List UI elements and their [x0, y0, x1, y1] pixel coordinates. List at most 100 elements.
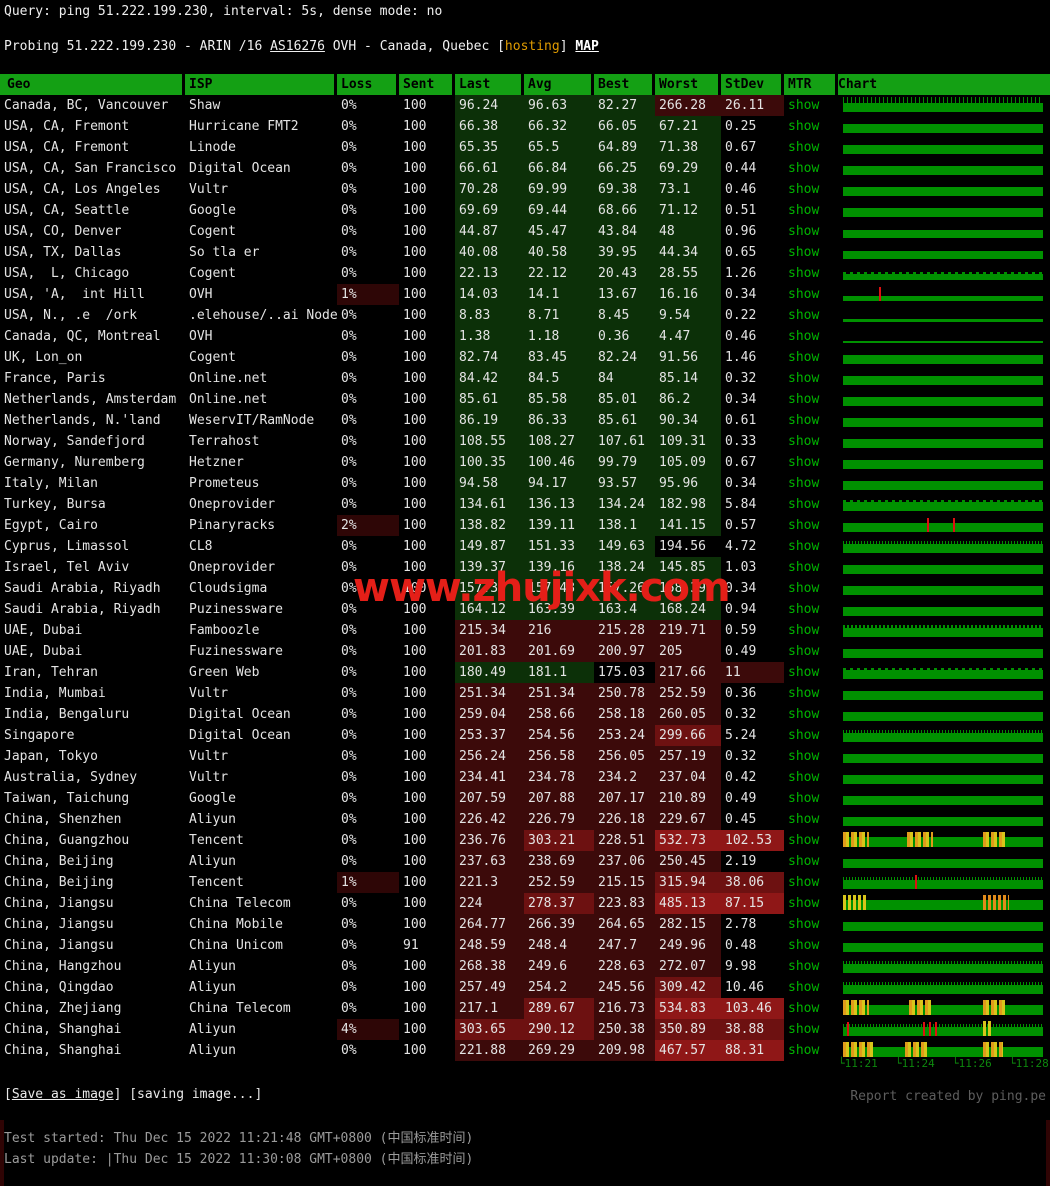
- mtr-show-link[interactable]: show: [788, 182, 820, 197]
- cell-sent: 100: [403, 455, 427, 470]
- mtr-show-link[interactable]: show: [788, 1022, 820, 1037]
- cell-worst: 229.67: [655, 809, 721, 830]
- mtr-show-link[interactable]: show: [788, 707, 820, 722]
- cell-geo: USA, CA, Los Angeles: [4, 182, 161, 197]
- mtr-show-link[interactable]: show: [788, 791, 820, 806]
- col-header-last: Last: [455, 74, 524, 95]
- save-as-image-link[interactable]: Save as image: [11, 1087, 114, 1102]
- cell-avg: 136.13: [524, 494, 594, 515]
- cell-loss: 0%: [341, 140, 357, 155]
- latency-chart: [838, 641, 1050, 662]
- cell-stdev: 1.03: [725, 560, 757, 575]
- latency-chart: [838, 179, 1050, 200]
- mtr-show-link[interactable]: show: [788, 308, 820, 323]
- mtr-show-link[interactable]: show: [788, 665, 820, 680]
- mtr-show-link[interactable]: show: [788, 833, 820, 848]
- mtr-show-link[interactable]: show: [788, 602, 820, 617]
- cell-best: 200.97: [594, 641, 655, 662]
- mtr-show-link[interactable]: show: [788, 518, 820, 533]
- map-link[interactable]: MAP: [575, 39, 599, 54]
- mtr-show-link[interactable]: show: [788, 203, 820, 218]
- packet-loss-mark: [935, 1022, 937, 1036]
- mtr-show-link[interactable]: show: [788, 476, 820, 491]
- latency-bar: [843, 376, 1043, 385]
- cell-isp: .elehouse/..ai Node: [189, 308, 337, 323]
- mtr-show-link[interactable]: show: [788, 1043, 820, 1058]
- mtr-show-link[interactable]: show: [788, 413, 820, 428]
- cell-stdev: 2.78: [725, 917, 757, 932]
- mtr-show-link[interactable]: show: [788, 455, 820, 470]
- mtr-show-link[interactable]: show: [788, 434, 820, 449]
- cell-sent: 100: [403, 686, 427, 701]
- mtr-show-link[interactable]: show: [788, 980, 820, 995]
- col-header-isp: ISP: [185, 74, 337, 95]
- cell-loss: 0%: [341, 749, 357, 764]
- mtr-show-link[interactable]: show: [788, 623, 820, 638]
- mtr-show-link[interactable]: show: [788, 560, 820, 575]
- latency-bar: [843, 145, 1043, 154]
- latency-chart: [838, 620, 1050, 641]
- mtr-show-link[interactable]: show: [788, 98, 820, 113]
- asn-link[interactable]: AS16276: [270, 39, 325, 54]
- mtr-show-link[interactable]: show: [788, 770, 820, 785]
- mtr-show-link[interactable]: show: [788, 1001, 820, 1016]
- mtr-show-link[interactable]: show: [788, 686, 820, 701]
- mtr-show-link[interactable]: show: [788, 119, 820, 134]
- mtr-show-link[interactable]: show: [788, 644, 820, 659]
- cell-avg: 278.37: [524, 893, 594, 914]
- mtr-show-link[interactable]: show: [788, 749, 820, 764]
- cell-last: 100.35: [455, 452, 524, 473]
- mtr-show-link[interactable]: show: [788, 875, 820, 890]
- cell-best: 138.24: [594, 557, 655, 578]
- cell-loss: 0%: [341, 791, 357, 806]
- cell-worst: 28.55: [655, 263, 721, 284]
- mtr-show-link[interactable]: show: [788, 287, 820, 302]
- mtr-show-link[interactable]: show: [788, 245, 820, 260]
- table-row: China, Qingdao Aliyun 0% 100 257.49 254.2 245.…: [0, 977, 1050, 998]
- mtr-show-link[interactable]: show: [788, 497, 820, 512]
- cell-loss: 0%: [341, 581, 357, 596]
- mtr-show-link[interactable]: show: [788, 161, 820, 176]
- latency-bar: [843, 628, 1043, 637]
- mtr-show-link[interactable]: show: [788, 224, 820, 239]
- latency-bar: [843, 187, 1043, 196]
- mtr-show-link[interactable]: show: [788, 812, 820, 827]
- cell-isp: Online.net: [189, 371, 268, 386]
- latency-bar: [843, 775, 1043, 784]
- cell-sent: 100: [403, 875, 427, 890]
- cell-geo: UK, Lon_on: [4, 350, 83, 365]
- mtr-show-link[interactable]: show: [788, 539, 820, 554]
- mtr-show-link[interactable]: show: [788, 581, 820, 596]
- cell-geo: China, Beijing: [4, 875, 114, 890]
- table-row: Netherlands, Amsterdam Online.net 0% 100 85.…: [0, 389, 1050, 410]
- cell-geo: China, Hangzhou: [4, 959, 122, 974]
- mtr-show-link[interactable]: show: [788, 959, 820, 974]
- mtr-show-link[interactable]: show: [788, 350, 820, 365]
- cell-avg: 249.6: [524, 956, 594, 977]
- mtr-show-link[interactable]: show: [788, 917, 820, 932]
- cell-last: 96.24: [455, 95, 524, 116]
- cell-best: 258.18: [594, 704, 655, 725]
- mtr-show-link[interactable]: show: [788, 728, 820, 743]
- cell-worst: 91.56: [655, 347, 721, 368]
- mtr-show-link[interactable]: show: [788, 371, 820, 386]
- cell-geo: China, Shanghai: [4, 1043, 122, 1058]
- mtr-show-link[interactable]: show: [788, 938, 820, 953]
- high-latency-band: [843, 895, 867, 910]
- col-header-loss: Loss: [337, 74, 399, 95]
- mtr-show-link[interactable]: show: [788, 854, 820, 869]
- cell-isp: China Telecom: [189, 1001, 291, 1016]
- mtr-show-link[interactable]: show: [788, 896, 820, 911]
- cell-avg: 201.69: [524, 641, 594, 662]
- mtr-show-link[interactable]: show: [788, 329, 820, 344]
- cell-stdev: 1.26: [725, 266, 757, 281]
- latency-chart: [838, 809, 1050, 830]
- table-row: Saudi Arabia, Riyadh Cloudsigma 0% 100 157.3…: [0, 578, 1050, 599]
- cell-last: 157.37: [455, 578, 524, 599]
- mtr-show-link[interactable]: show: [788, 140, 820, 155]
- cell-last: 303.65: [455, 1019, 524, 1040]
- latency-bar: [843, 943, 1043, 952]
- mtr-show-link[interactable]: show: [788, 266, 820, 281]
- mtr-show-link[interactable]: show: [788, 392, 820, 407]
- cell-last: 236.76: [455, 830, 524, 851]
